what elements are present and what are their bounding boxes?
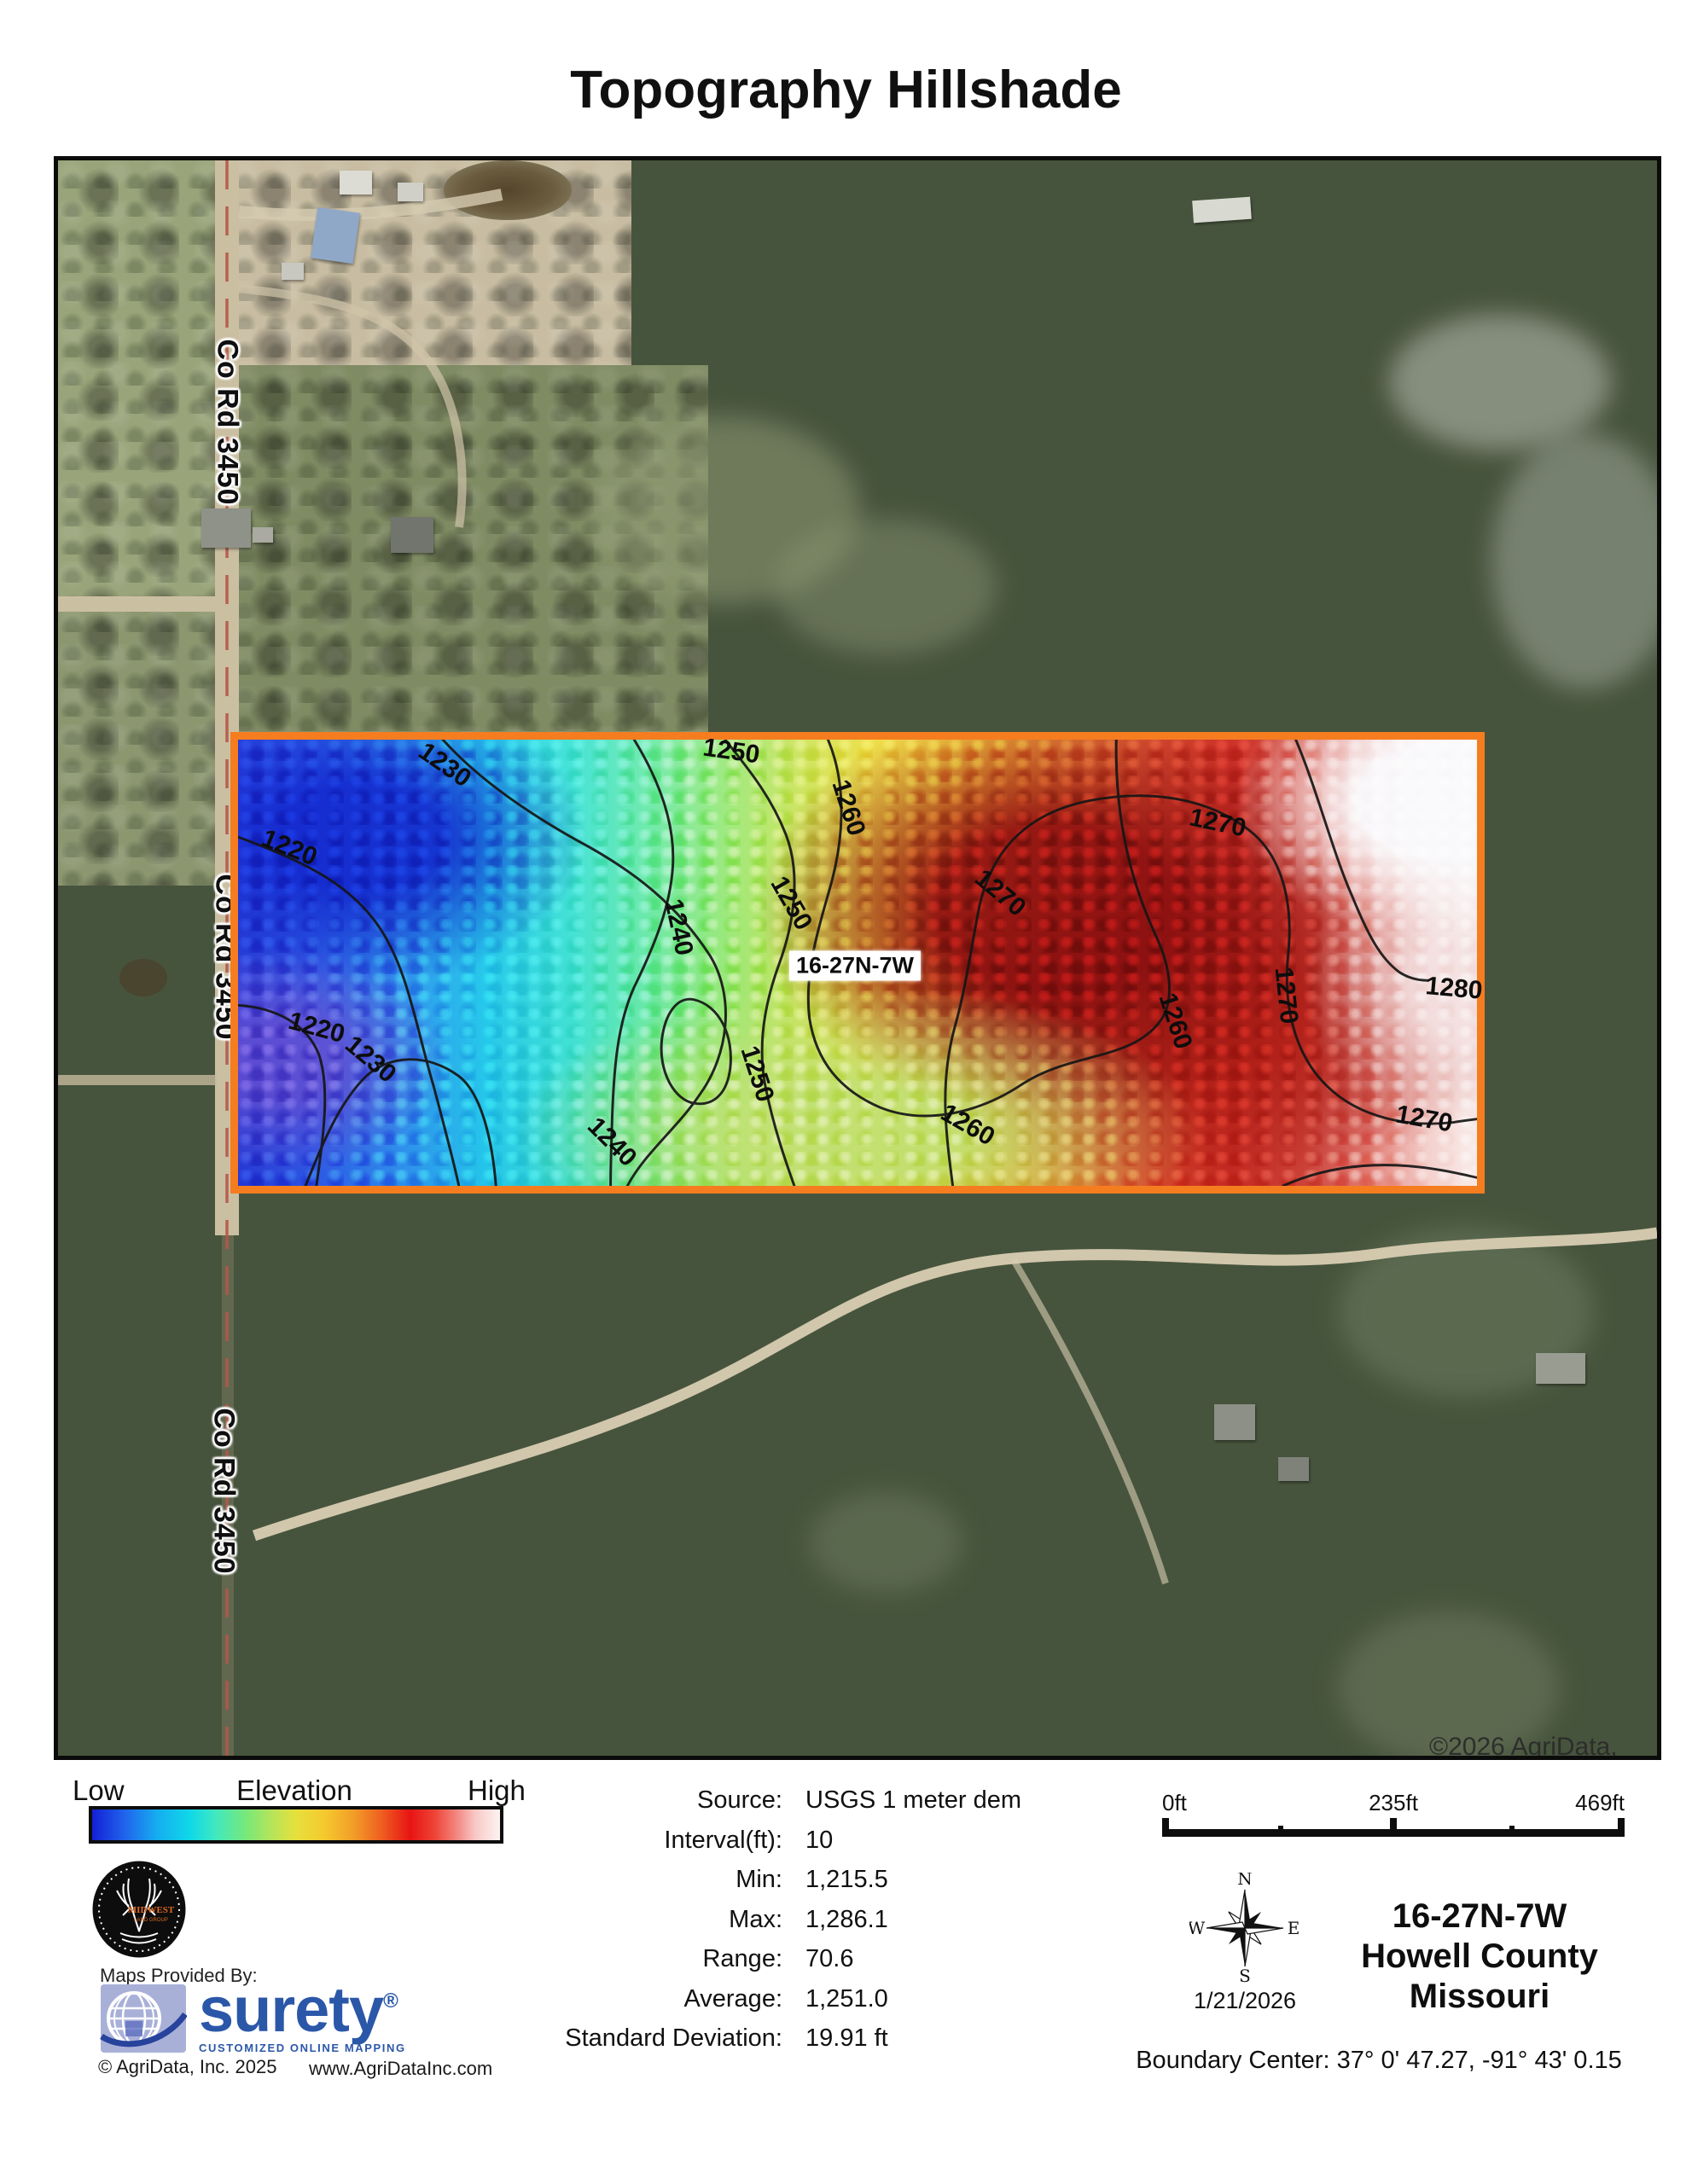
pond [444, 160, 572, 220]
surety-tagline: CUSTOMIZED ONLINE MAPPING [199, 2042, 406, 2054]
building-house [391, 517, 433, 553]
surety-brand-name: surety [199, 1974, 384, 2045]
surety-globe-icon [100, 1984, 187, 2053]
stat-row: Max: 1,286.1 [729, 1905, 888, 1933]
svg-text:MIDWEST: MIDWEST [128, 1905, 175, 1915]
building [253, 527, 273, 543]
compass-east-label: E [1288, 1918, 1300, 1938]
elevation-overlay-parcel[interactable]: 1220 1230 1250 1260 1240 1250 1270 1270 … [230, 732, 1485, 1194]
parcel-plss-label: 16-27N-7W [788, 950, 922, 981]
building-trailer [1192, 196, 1252, 224]
small-pond [119, 959, 167, 996]
elevation-stats: Source: USGS 1 meter dem Interval(ft): 10 … [526, 1786, 1038, 2065]
legend-low-label: Low [73, 1774, 125, 1806]
building [340, 171, 372, 195]
scale-bar: 0ft 235ft 469ft [1162, 1790, 1625, 1838]
agridata-website[interactable]: www.AgriDataInc.com [309, 2058, 493, 2079]
compass-west-label: W [1189, 1918, 1206, 1938]
compass-rose-icon: N S W E [1189, 1873, 1300, 1984]
contour-label: 1280 [1424, 972, 1484, 1005]
scale-end-label: 469ft [1575, 1790, 1625, 1815]
scale-middle-label: 235ft [1369, 1790, 1418, 1815]
clearing [809, 1491, 962, 1594]
map-date: 1/21/2026 [1193, 1988, 1297, 2013]
location-state: Missouri [1409, 1978, 1550, 2015]
contour-lines [238, 740, 1477, 1186]
agridata-copyright: © AgriData, Inc. 2025 [98, 2056, 277, 2077]
building [1536, 1353, 1585, 1384]
clearing [1389, 314, 1611, 450]
building [282, 263, 304, 280]
maps-provided-by-label: Maps Provided By: [100, 1965, 258, 1986]
road-label-co-rd-3450: Co Rd 3450 [211, 339, 244, 506]
stat-row: Interval(ft): 10 [664, 1826, 834, 1854]
clearing [1338, 1611, 1560, 1756]
building-house [201, 508, 251, 548]
registered-mark: ® [383, 1989, 398, 2013]
stat-row: Min: 1,215.5 [736, 1866, 888, 1893]
stat-row: Standard Deviation: 19.91 ft [565, 2024, 888, 2052]
midwest-land-group-logo: MIDWEST LAND GROUP [92, 1861, 186, 1958]
compass-south-label: S [1239, 1966, 1251, 1984]
contour-label: 1270 [1269, 966, 1304, 1025]
aerial-map[interactable]: Co Rd 3450 Co Rd 3450 Co Rd 3450 [54, 156, 1661, 1760]
location-county: Howell County [1361, 1937, 1598, 1975]
boundary-center-coordinates: Boundary Center: 37° 0' 47.27, -91° 43' … [1136, 2047, 1622, 2074]
building [1214, 1404, 1255, 1440]
building-blue-roof [311, 206, 360, 264]
clearing [775, 519, 997, 655]
stat-row: Source: USGS 1 meter dem [697, 1786, 1022, 1814]
clearing [587, 416, 860, 604]
road-label-co-rd-3450: Co Rd 3450 [207, 1408, 241, 1575]
elevation-color-ramp [89, 1806, 503, 1844]
building [398, 183, 423, 201]
building [1278, 1457, 1309, 1481]
location-plss: 16-27N-7W [1392, 1897, 1567, 1935]
stat-row: Range: 70.6 [702, 1945, 854, 1972]
clearing [1491, 433, 1657, 689]
map-imagery-copyright: ©2026 AgriData, Inc. [1429, 1733, 1618, 1760]
field-left [58, 604, 220, 886]
svg-text:LAND GROUP: LAND GROUP [134, 1918, 168, 1923]
stat-row: Average: 1,251.0 [683, 1984, 888, 2013]
field-top-left [58, 160, 220, 604]
surety-logo: surety® CUSTOMIZED ONLINE MAPPING [100, 1978, 406, 2054]
legend-high-label: High [468, 1774, 526, 1806]
scale-bar-graphic [1162, 1818, 1625, 1837]
legend-title: Elevation [236, 1774, 352, 1806]
page-title: Topography Hillshade [570, 61, 1122, 119]
scale-start-label: 0ft [1162, 1790, 1187, 1815]
compass-north-label: N [1237, 1873, 1253, 1889]
